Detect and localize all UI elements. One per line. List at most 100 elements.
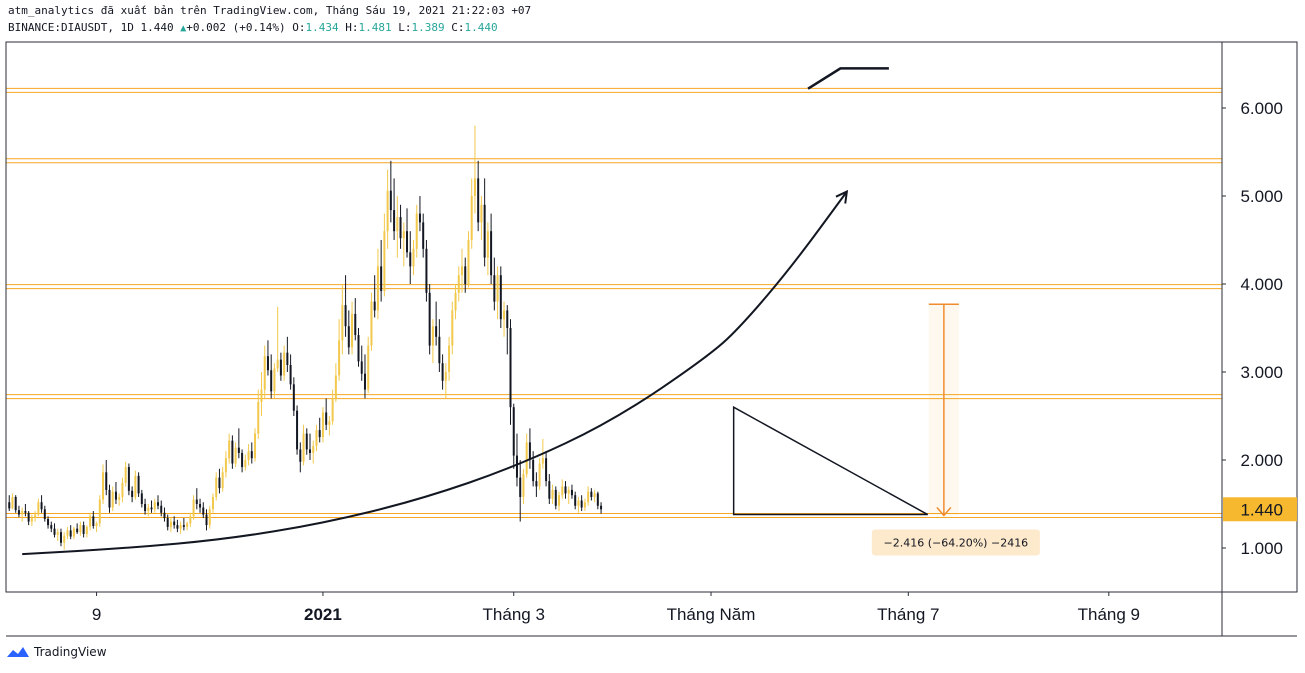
axes: 1.000 2.000 3.000 4.000 5.000 6.000 1.440 9 2021… (5, 41, 1298, 637)
tradingview-logo-icon (7, 647, 29, 657)
time-tick-label: Tháng 7 (877, 605, 939, 624)
candle-body (234, 447, 237, 464)
time-tick-label: Tháng 9 (1078, 605, 1140, 624)
candle-body (354, 313, 357, 336)
candle-body (296, 410, 299, 450)
top-arrow (807, 67, 889, 90)
candle-body (551, 489, 554, 499)
candle-body (477, 178, 480, 223)
candle-body (273, 368, 276, 392)
time-tick-label: 9 (92, 605, 101, 624)
footer[interactable]: TradingView (6, 645, 107, 659)
candle-body (515, 455, 518, 478)
candle-body (292, 384, 295, 411)
candle-body (441, 363, 444, 381)
candle-body (480, 204, 483, 223)
open-label: O: (292, 21, 306, 34)
candle-body (147, 507, 150, 512)
candle-body (373, 301, 376, 311)
candle-body (34, 514, 37, 519)
candle-body (244, 460, 247, 468)
candle-body (448, 345, 451, 372)
price-change: +0.002 (+0.14%) (186, 21, 286, 34)
candle-body (108, 489, 111, 508)
candle-body (250, 451, 253, 459)
candle-body (305, 433, 308, 450)
price-tick-label: 1.000 (1240, 539, 1283, 558)
candle-body (522, 474, 525, 497)
candle-body (380, 266, 383, 292)
candle-body (363, 373, 366, 390)
candle-body (596, 493, 599, 506)
candle-body (266, 356, 269, 371)
candle-body (254, 433, 257, 459)
candle-body (344, 305, 347, 327)
candle-body (490, 231, 493, 276)
time-tick-label: Tháng 3 (483, 605, 545, 624)
candle-body (21, 511, 24, 515)
candle-body (399, 217, 402, 239)
candle-body (105, 472, 108, 490)
candle-body (69, 530, 72, 537)
horizontal-levels[interactable] (6, 87, 1222, 518)
candle-body (312, 445, 315, 453)
last-price-label: 1.440 (1240, 500, 1283, 519)
drawings[interactable]: −2.416 (−64.20%) −2416 (22, 67, 1040, 556)
candle-body (593, 493, 596, 497)
candle-body (325, 412, 328, 425)
candle-body (59, 532, 62, 543)
candle-body (215, 477, 218, 497)
up-triangle-icon: ▲ (180, 23, 187, 34)
candle-body (118, 496, 121, 500)
candle-body (260, 389, 263, 402)
candle-body (341, 305, 344, 341)
candle-body (367, 345, 370, 390)
candle-body (506, 310, 509, 328)
candles (8, 125, 603, 550)
measure-arrowhead (936, 506, 952, 517)
symbol-label[interactable]: BINANCE:DIAUSDT, 1D (8, 21, 134, 34)
candle-body (486, 231, 489, 258)
candle-body (499, 275, 502, 320)
candle-body (600, 505, 603, 510)
candle-body (182, 525, 185, 527)
candle-body (173, 521, 176, 526)
candle-body (418, 213, 421, 223)
candle-body (460, 266, 464, 276)
candle-body (457, 275, 460, 293)
candle-body (570, 489, 573, 496)
candle-body (386, 190, 389, 232)
candle-body (409, 252, 412, 267)
candle-body (134, 475, 137, 497)
low-label: L: (398, 21, 412, 34)
candle-body (347, 326, 350, 348)
time-tick-label: 2021 (304, 605, 342, 624)
candle-body (14, 496, 17, 511)
candle-body (131, 490, 134, 497)
candle-body (127, 467, 130, 491)
candle-body (66, 530, 69, 536)
candle-body (435, 326, 438, 337)
candle-body (389, 190, 392, 211)
candle-body (79, 525, 82, 533)
candle-body (299, 449, 302, 462)
candle-body (24, 511, 27, 513)
candle-body (63, 535, 66, 543)
candle-body (95, 523, 98, 526)
candle-body (224, 458, 227, 473)
candle-body (221, 472, 224, 489)
candle-body (50, 525, 53, 529)
candle-body (286, 352, 289, 365)
low-value: 1.389 (411, 21, 445, 34)
publish-info: atm_analytics đã xuất bản trên TradingVi… (8, 4, 532, 17)
candle-body (137, 475, 140, 494)
candle-body (444, 372, 447, 381)
candle-body (357, 335, 360, 362)
candle-body (114, 491, 117, 500)
candle-body (376, 266, 379, 311)
candle-body (538, 463, 541, 487)
price-tick-label: 5.000 (1240, 187, 1283, 206)
candle-body (564, 486, 567, 494)
candle-body (587, 491, 590, 503)
